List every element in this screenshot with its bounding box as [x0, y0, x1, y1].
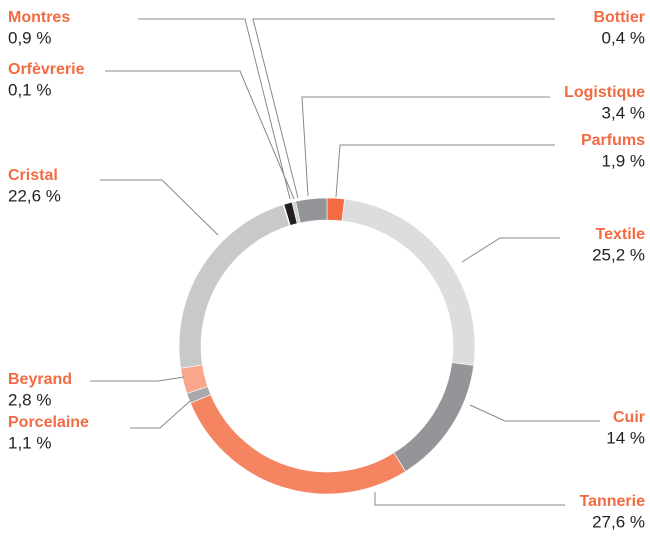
donut-segment: [190, 394, 406, 495]
donut-segment: [341, 198, 476, 366]
segment-name: Tannerie: [580, 493, 646, 510]
segment-name: Cristal: [8, 167, 58, 184]
leader-line: [90, 376, 185, 382]
segment-value: 3,4 %: [602, 103, 645, 122]
segment-value: 0,9 %: [8, 28, 51, 47]
leader-line: [138, 18, 291, 200]
segment-name: Montres: [8, 9, 70, 26]
segment-name: Parfums: [581, 132, 645, 149]
leader-line: [461, 237, 560, 263]
leader-line: [105, 70, 295, 200]
donut-segment: [326, 197, 345, 222]
donut-segment: [178, 204, 290, 369]
segment-value: 25,2 %: [592, 245, 645, 264]
segment-name: Cuir: [613, 409, 645, 426]
leader-line: [130, 400, 191, 429]
donut-segment: [393, 362, 475, 472]
leader-line: [100, 179, 219, 236]
segment-name: Beyrand: [8, 371, 72, 388]
segment-value: 1,9 %: [602, 151, 645, 170]
segment-value: 1,1 %: [8, 433, 51, 452]
segment-value: 27,6 %: [592, 512, 645, 531]
leader-line: [252, 18, 555, 199]
segment-value: 2,8 %: [8, 390, 51, 409]
segment-value: 0,4 %: [602, 28, 645, 47]
donut-segment: [295, 197, 328, 224]
leader-line: [469, 404, 600, 422]
segment-value: 14 %: [606, 428, 645, 447]
leader-line: [301, 96, 550, 197]
segment-value: 22,6 %: [8, 186, 61, 205]
segment-name: Bottier: [593, 9, 645, 26]
segment-value: 0,1 %: [8, 80, 51, 99]
segment-name: Logistique: [564, 84, 645, 101]
segment-name: Textile: [596, 226, 646, 243]
leader-line: [374, 492, 565, 506]
segment-name: Orfèvrerie: [8, 61, 85, 78]
segment-name: Porcelaine: [8, 414, 89, 431]
leader-line: [335, 144, 555, 198]
